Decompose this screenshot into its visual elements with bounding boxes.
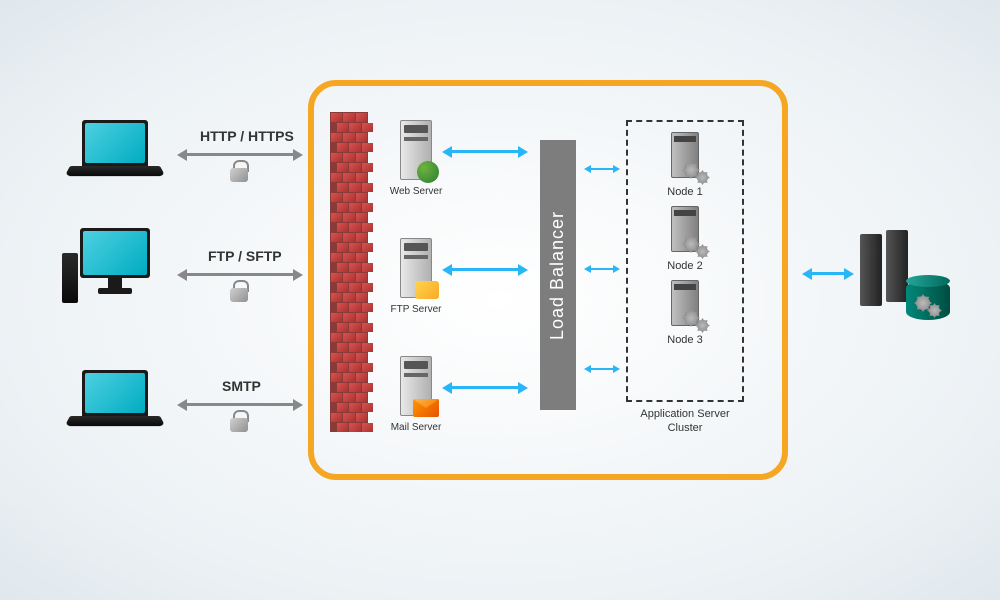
node-1-label: Node 1 <box>667 186 702 198</box>
folder-icon <box>415 281 439 299</box>
cluster-label-1: Application Server <box>626 408 744 420</box>
firewall <box>330 112 368 432</box>
load-balancer-label: Load Balancer <box>548 210 569 339</box>
arrow-lb-node2 <box>590 268 614 270</box>
globe-icon <box>417 161 439 183</box>
node-3-label: Node 3 <box>667 334 702 346</box>
gears-icon <box>684 311 708 331</box>
client-laptop-2 <box>70 370 160 430</box>
arrow-ftp-lb <box>450 268 520 271</box>
gears-icon <box>684 237 708 257</box>
web-server-label: Web Server <box>388 186 444 197</box>
architecture-diagram: HTTP / HTTPS FTP / SFTP SMTP Web Server … <box>0 0 1000 600</box>
protocol-label-smtp: SMTP <box>222 378 261 394</box>
app-server-cluster: Node 1 Node 2 Node 3 <box>626 120 744 402</box>
ftp-server-label: FTP Server <box>388 304 444 315</box>
protocol-label-http: HTTP / HTTPS <box>200 128 294 144</box>
load-balancer: Load Balancer <box>540 140 576 410</box>
arrow-web-lb <box>450 150 520 153</box>
ftp-server: FTP Server <box>400 238 444 315</box>
mail-server-label: Mail Server <box>388 422 444 433</box>
cluster-node-3: Node 3 <box>642 280 728 346</box>
gears-icon <box>684 163 708 183</box>
lock-icon-2 <box>230 280 248 302</box>
lock-icon-1 <box>230 160 248 182</box>
node-2-label: Node 2 <box>667 260 702 272</box>
arrow-client-2 <box>185 273 295 276</box>
lock-icon-3 <box>230 410 248 432</box>
arrow-lb-node3 <box>590 368 614 370</box>
cluster-label-2: Cluster <box>626 422 744 434</box>
client-desktop <box>70 228 160 308</box>
cluster-node-1: Node 1 <box>642 132 728 198</box>
arrow-mail-lb <box>450 386 520 389</box>
database-cluster <box>860 230 950 320</box>
client-laptop-1 <box>70 120 160 180</box>
envelope-icon <box>413 399 439 417</box>
arrow-cluster-db <box>810 272 846 275</box>
cluster-node-2: Node 2 <box>642 206 728 272</box>
gears-icon <box>916 296 940 316</box>
mail-server: Mail Server <box>400 356 444 433</box>
protocol-label-ftp: FTP / SFTP <box>208 248 282 264</box>
arrow-client-1 <box>185 153 295 156</box>
arrow-client-3 <box>185 403 295 406</box>
database-icon <box>906 280 950 320</box>
web-server: Web Server <box>400 120 444 197</box>
arrow-lb-node1 <box>590 168 614 170</box>
